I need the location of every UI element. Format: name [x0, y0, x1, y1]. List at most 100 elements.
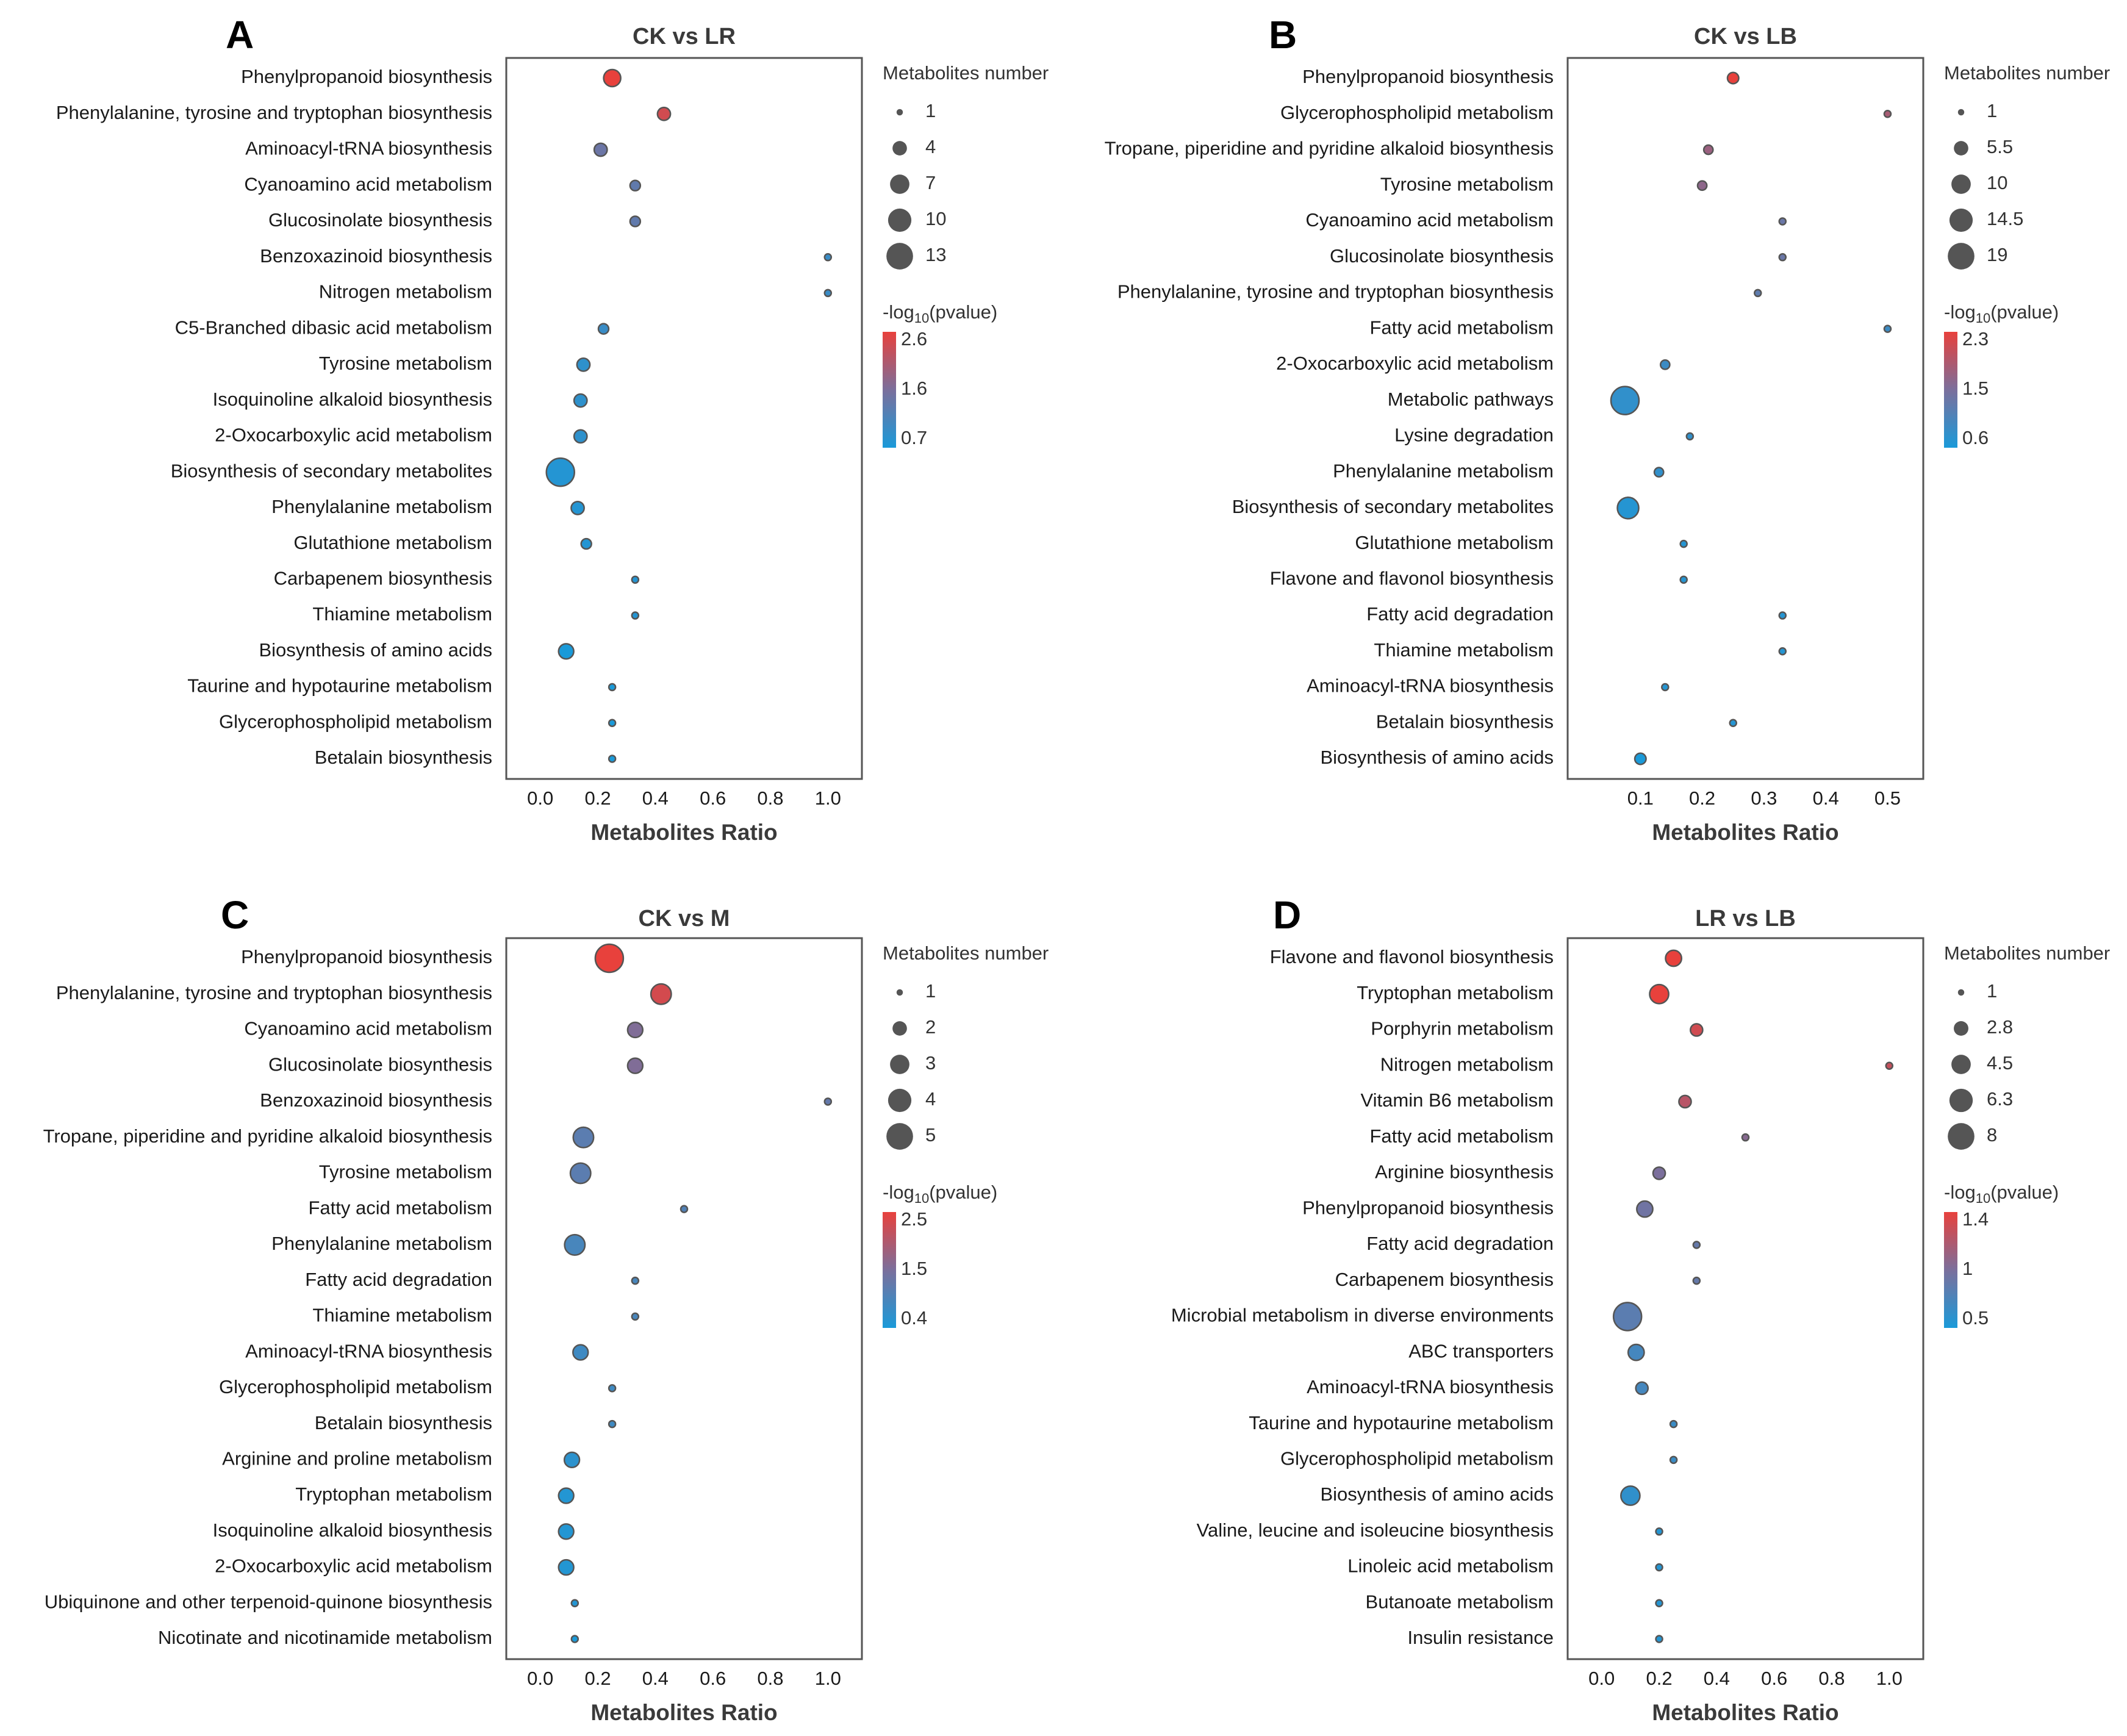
panel-c-letter: C — [221, 893, 249, 937]
panel-b-color-legend: -log10(pvalue)2.3 1.5 0.6 — [1944, 301, 2059, 448]
panel-c-category-label: Tropane, piperidine and pyridine alkaloi… — [43, 1125, 492, 1147]
panel-a-bubble — [573, 429, 588, 444]
panel-a-bubble — [823, 253, 833, 262]
panel-d-bubble — [1741, 1133, 1750, 1142]
panel-b-bubble — [1778, 217, 1787, 226]
panel-a-letter: A — [226, 13, 254, 57]
panel-d-color-legend-label: 0.5 — [1962, 1307, 1989, 1329]
panel-c-size-legend-dot — [892, 1021, 907, 1036]
panel-a-x-tick-label: 0.6 — [700, 787, 726, 809]
panel-b-size-legend-label: 5.5 — [1987, 136, 2013, 157]
panel-c-x-tick-label: 0.0 — [527, 1668, 553, 1689]
panel-b-bubble — [1754, 289, 1762, 298]
panel-d-category-label: Butanoate metabolism — [1366, 1591, 1554, 1612]
panel-d-bubble — [1669, 1419, 1678, 1429]
panel-a-bubble — [608, 683, 617, 692]
panel-a-category-label: Glucosinolate biosynthesis — [268, 209, 492, 231]
panel-d-category-label: ABC transporters — [1408, 1340, 1554, 1361]
panel-c-bubble — [631, 1312, 640, 1321]
panel-a-x-tick-label: 0.2 — [584, 787, 611, 809]
panel-d-bubble — [1655, 1563, 1663, 1572]
panel-b-category-label: Betalain biosynthesis — [1376, 711, 1554, 732]
panel-b-bubble — [1696, 180, 1708, 192]
panel-c-category-label: Phenylalanine metabolism — [271, 1233, 492, 1254]
panel-c-size-legend-dot — [888, 1088, 912, 1113]
panel-c: C CK vs M Phenylpropanoid biosynthesis Phen… — [43, 893, 1049, 1725]
panel-a-size-legend-title: Metabolites number — [883, 62, 1049, 84]
panel-d-letter: D — [1273, 893, 1301, 937]
panel-a-color-bar — [883, 332, 896, 448]
panel-c-title: CK vs M — [639, 906, 730, 931]
panel-b-bubble — [1685, 432, 1695, 441]
panel-d-bubble — [1635, 1381, 1649, 1396]
panel-c-category-label: Isoquinoline alkaloid biosynthesis — [213, 1519, 492, 1541]
panel-b-bubble — [1778, 647, 1787, 656]
panel-b-x-tick-label: 0.2 — [1689, 787, 1715, 809]
panel-b-size-legend: Metabolites number 1 5.5 10 14.5 19 — [1944, 62, 2110, 270]
panel-a-x-tick-label: 0.4 — [642, 787, 669, 809]
panel-c-category-label: Cyanoamino acid metabolism — [244, 1018, 492, 1039]
panel-a-size-legend-dot — [888, 208, 912, 232]
panel-d-category-label: Tryptophan metabolism — [1357, 982, 1554, 1003]
panel-b-bubble — [1616, 497, 1640, 520]
panel-c-category-label: Fatty acid metabolism — [309, 1197, 493, 1218]
panel-c-x-tick-label: 0.8 — [757, 1668, 783, 1689]
panel-a-x-tick-label: 1.0 — [815, 787, 841, 809]
panel-b-bubble — [1729, 719, 1737, 728]
panel-a-bubble — [629, 179, 642, 192]
panel-c-size-legend-label: 4 — [925, 1088, 936, 1110]
panel-c-size-legend: Metabolites number 1 2 3 4 5 — [883, 942, 1049, 1150]
panel-b-category-label: Fatty acid degradation — [1366, 603, 1554, 625]
panel-d-size-legend-dot — [1957, 989, 1965, 996]
panel-b-bubble — [1653, 467, 1665, 478]
panel-c-category-label: 2-Oxocarboxylic acid metabolism — [215, 1555, 492, 1577]
panel-b-category-label: Biosynthesis of amino acids — [1320, 747, 1554, 768]
panel-d-bubble — [1655, 1527, 1663, 1536]
panel-d-size-legend-label: 4.5 — [1987, 1052, 2013, 1074]
panel-b-plot-frame — [1566, 57, 1924, 780]
panel-c-size-legend-dot — [886, 1123, 913, 1150]
panel-a-color-legend: -log10(pvalue)2.6 1.6 0.7 — [883, 301, 997, 448]
panel-d-bubble — [1690, 1023, 1704, 1037]
panel-c-category-label: Phenylpropanoid biosynthesis — [241, 946, 492, 967]
panel-b-size-legend-dot — [1954, 141, 1968, 156]
panel-d-category-label: Glycerophospholipid metabolism — [1280, 1448, 1554, 1469]
panel-d-color-legend-label: 1 — [1962, 1258, 1973, 1279]
panel-c-category-label: Fatty acid degradation — [305, 1269, 492, 1290]
panel-d-size-legend-title: Metabolites number — [1944, 942, 2110, 964]
panel-d-color-bar — [1944, 1212, 1957, 1328]
panel-a-bubble — [656, 106, 672, 121]
panel-d-category-label: Carbapenem biosynthesis — [1335, 1269, 1554, 1290]
panel-c-category-label: Benzoxazinoid biosynthesis — [260, 1089, 492, 1111]
panel-a-size-legend-label: 13 — [925, 244, 946, 265]
panel-c-color-legend-label: 1.5 — [901, 1258, 927, 1279]
panel-c-plot-frame — [505, 937, 863, 1660]
panel-a-category-label: Benzoxazinoid biosynthesis — [260, 245, 492, 267]
panel-c-x-tick-label: 0.6 — [700, 1668, 726, 1689]
panel-b-color-legend-title: -log10(pvalue) — [1944, 301, 2059, 326]
panel-d-category-label: Flavone and flavonol biosynthesis — [1270, 946, 1554, 967]
panel-d-bubble — [1692, 1241, 1701, 1249]
panel-a-category-label: Betalain biosynthesis — [315, 747, 492, 768]
panel-b-category-label: Flavone and flavonol biosynthesis — [1270, 568, 1554, 589]
panel-d-category-label: Biosynthesis of amino acids — [1320, 1483, 1554, 1505]
panel-c-bubble — [626, 1057, 644, 1074]
panel-d-size-legend-label: 8 — [1987, 1124, 1997, 1146]
panel-b-bubble — [1702, 144, 1714, 156]
panel-b-size-legend-label: 10 — [1987, 172, 2007, 193]
panel-b-size-legend-dot — [1951, 174, 1971, 194]
panel-c-category-label: Tryptophan metabolism — [295, 1483, 492, 1505]
panel-c-size-legend-label: 3 — [925, 1052, 936, 1074]
panel-b-bubble — [1883, 109, 1892, 118]
panel-a-bubble — [558, 643, 575, 660]
panel-c-bubble — [626, 1021, 644, 1039]
panel-d-size-legend-label: 6.3 — [1987, 1088, 2013, 1110]
panel-d-category-label: Porphyrin metabolism — [1371, 1018, 1554, 1039]
panel-b-category-label: Phenylalanine metabolism — [1333, 460, 1554, 481]
panel-a-category-label: Carbapenem biosynthesis — [274, 568, 492, 589]
panel-b-bubble — [1659, 359, 1671, 370]
panel-b-size-legend-dot — [1948, 243, 1975, 270]
panel-d-bubble — [1652, 1166, 1666, 1180]
panel-d-x-tick-label: 0.4 — [1704, 1668, 1730, 1689]
panel-b-bubble — [1679, 539, 1688, 548]
